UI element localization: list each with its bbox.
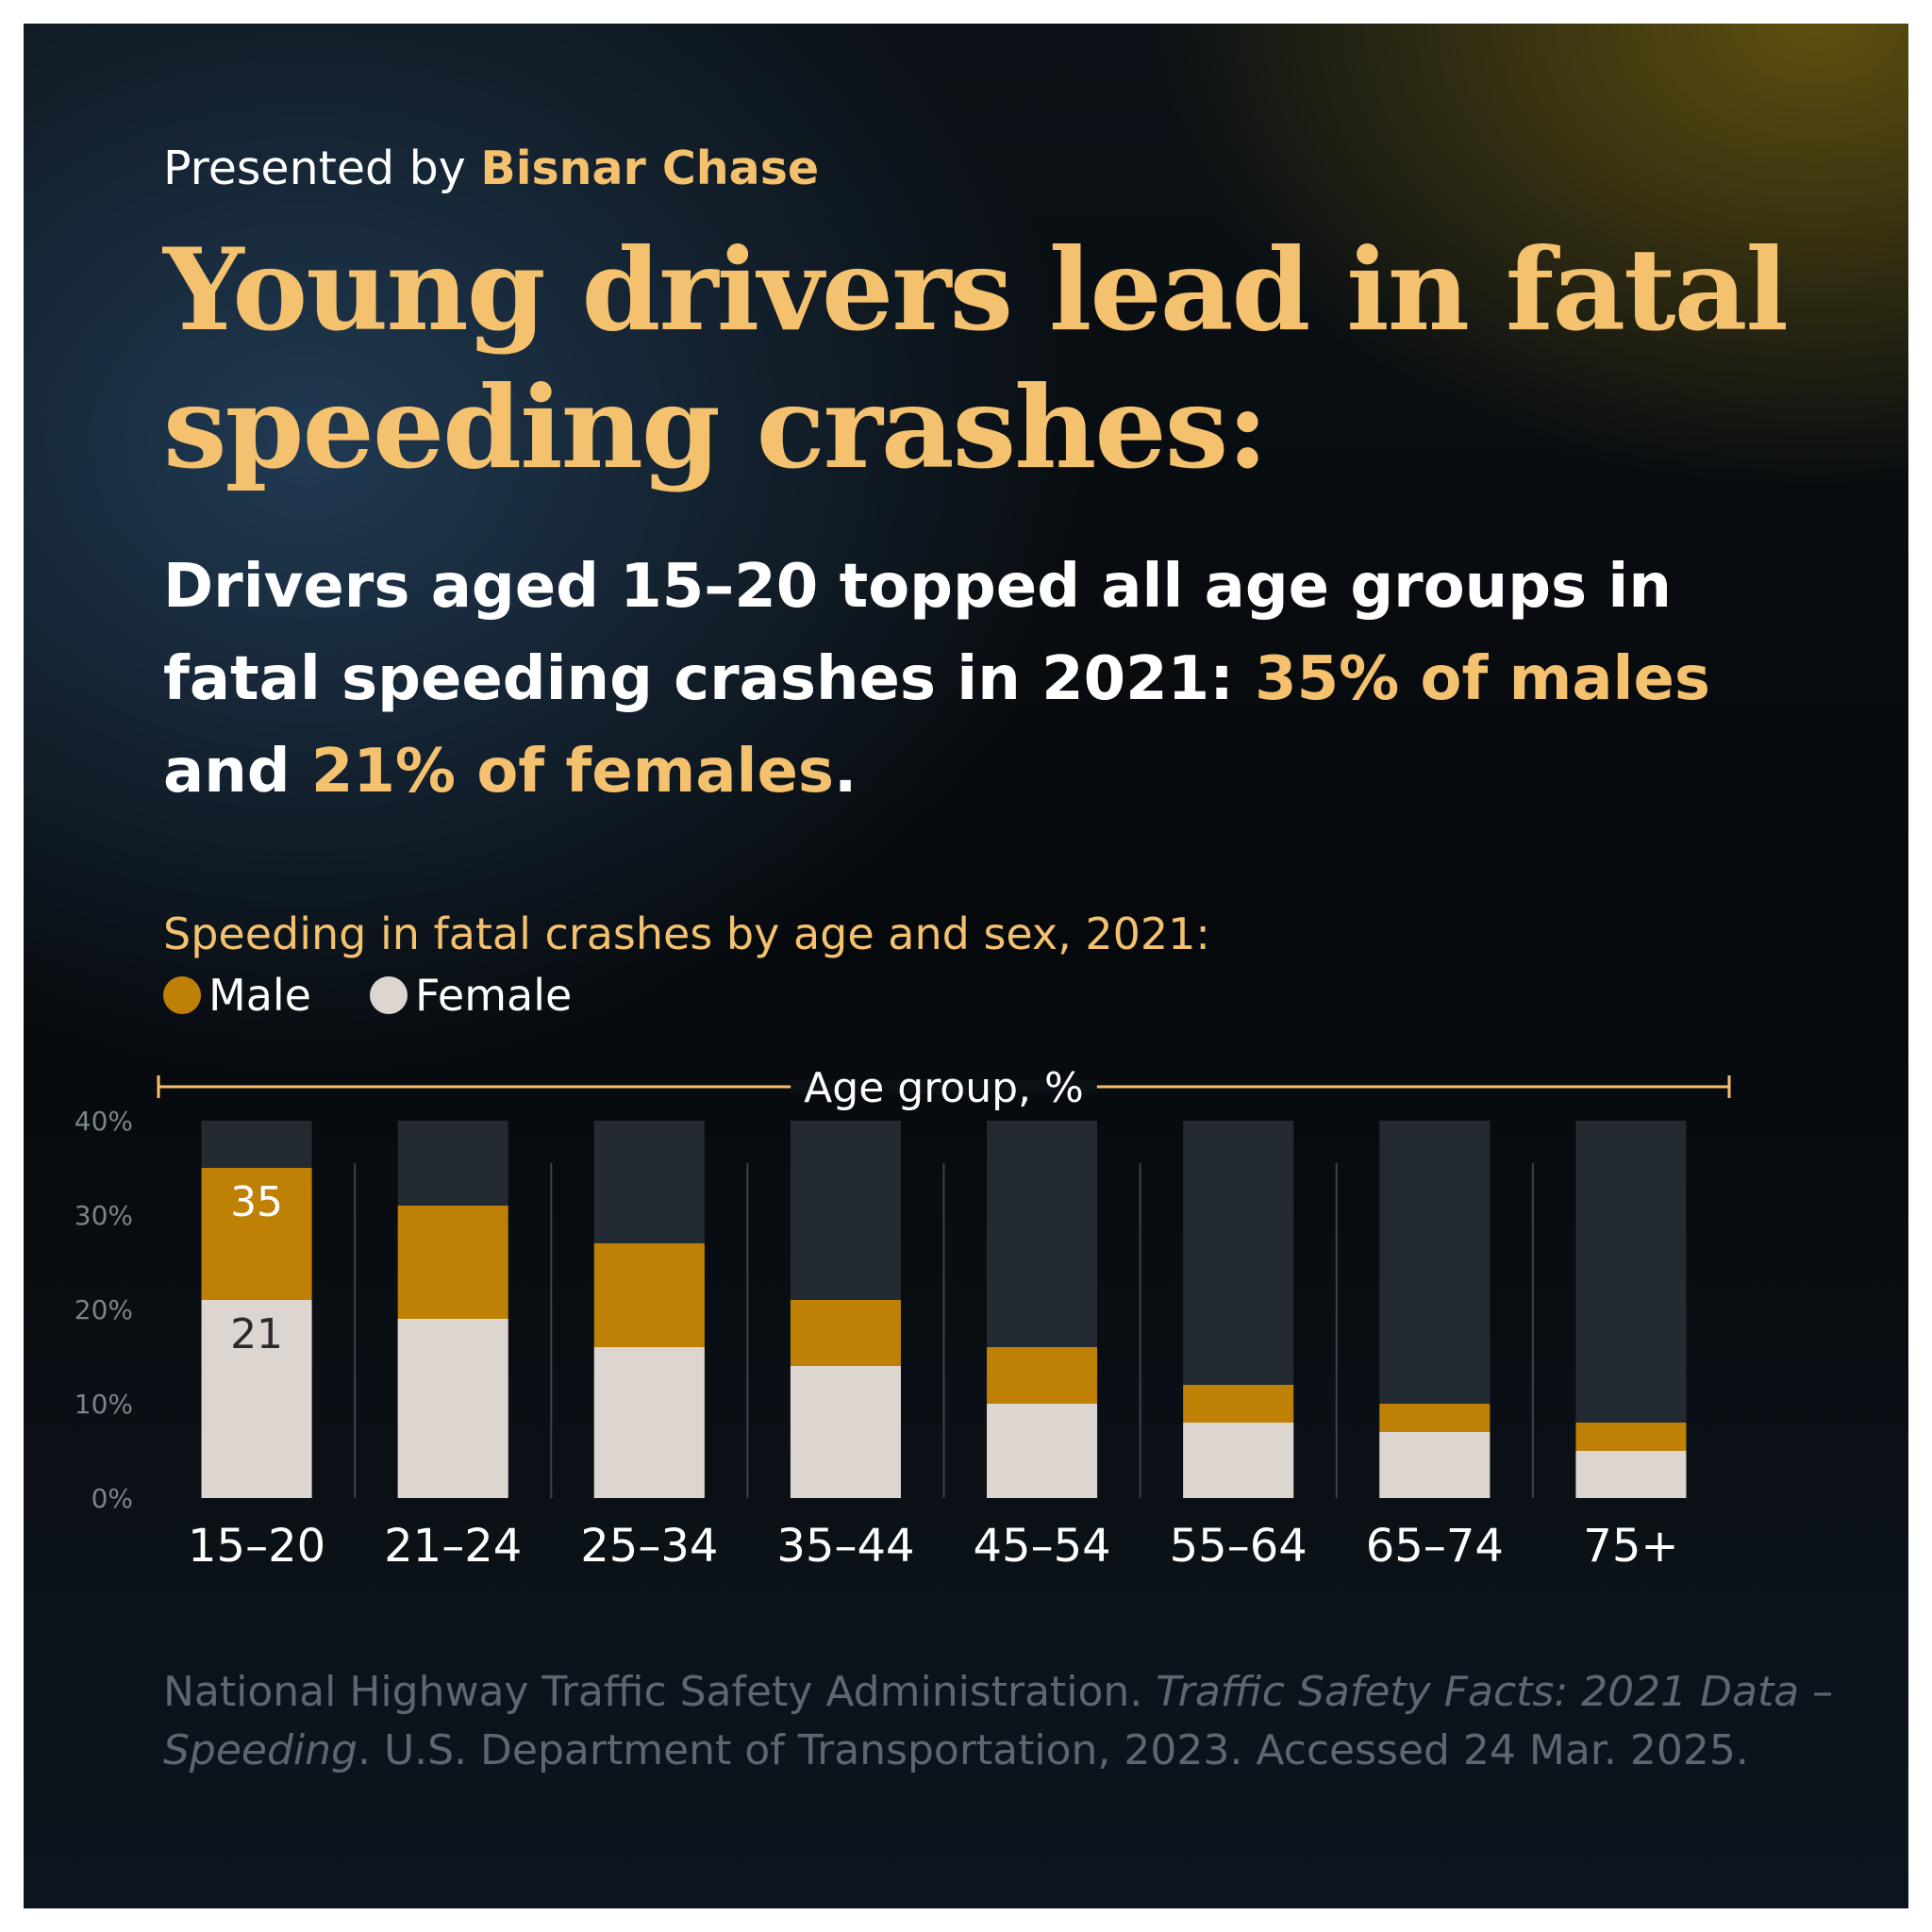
brand-name: Bisnar Chase (480, 142, 820, 195)
bar-female (1183, 1423, 1294, 1498)
x-tick-label: 35–44 (776, 1520, 914, 1573)
data-label: 21 (230, 1310, 283, 1358)
bar-female (593, 1347, 705, 1498)
source-part1: National Highway Traffic Safety Administ… (163, 1668, 1143, 1716)
legend-swatch-female (369, 976, 408, 1014)
legend-label-female: Female (414, 970, 573, 1021)
y-tick-label: 10% (75, 1389, 133, 1420)
x-tick-label: 75+ (1583, 1520, 1678, 1573)
y-tick-label: 30% (75, 1200, 133, 1231)
subtitle-highlight-males: 35% of males (1255, 644, 1710, 714)
chart-legend: Male Female (163, 970, 630, 1021)
subtitle-part1: Drivers aged 15–20 topped all age groups… (163, 552, 1672, 714)
source-part2: . U.S. Department of Transportation, 202… (357, 1726, 1749, 1774)
x-axis-title: Age group, % (804, 1064, 1084, 1112)
source-citation: National Highway Traffic Safety Administ… (163, 1663, 1842, 1780)
page-title: Young drivers lead in fatal speeding cra… (163, 224, 1789, 494)
legend-label-male: Male (208, 970, 311, 1021)
bar-female (201, 1300, 312, 1498)
y-tick-label: 20% (75, 1294, 133, 1325)
x-tick-label: 45–54 (973, 1520, 1110, 1573)
x-tick-label: 15–20 (188, 1520, 325, 1573)
legend-item-female: Female (369, 970, 573, 1021)
chart-title: Speeding in fatal crashes by age and sex… (163, 908, 1210, 959)
x-tick-label: 55–64 (1170, 1520, 1307, 1573)
legend-item-male: Male (163, 970, 311, 1021)
x-tick-label: 25–34 (580, 1520, 718, 1573)
x-tick-label: 65–74 (1366, 1520, 1504, 1573)
presented-prefix: Presented by (163, 142, 466, 195)
bar-female (1379, 1432, 1491, 1498)
legend-swatch-male (163, 976, 201, 1014)
presented-by: Presented by Bisnar Chase (163, 142, 819, 195)
bar-female (397, 1319, 508, 1498)
bar-female (987, 1404, 1098, 1498)
subtitle: Drivers aged 15–20 topped all age groups… (163, 541, 1842, 818)
bar-chart: Age group, % 0% 10% 20% 30% 40% 15–20 21–24 25–3… (75, 1064, 1731, 1573)
subtitle-part2: and (163, 737, 291, 807)
y-tick-label: 40% (75, 1106, 133, 1137)
source-title: Traffic Safety Facts: 2021 Data – Speedi… (163, 1668, 1834, 1774)
bar-female (790, 1366, 901, 1498)
bar-female (1575, 1451, 1687, 1498)
subtitle-end: . (833, 737, 858, 807)
infographic-card: Presented by Bisnar Chase Young drivers … (24, 24, 1908, 1908)
y-tick-label: 0% (92, 1483, 133, 1514)
data-label: 35 (230, 1178, 283, 1226)
x-tick-label: 21–24 (384, 1520, 522, 1573)
subtitle-highlight-females: 21% of females (310, 737, 834, 807)
x-axis-title-mask (791, 1079, 1097, 1094)
